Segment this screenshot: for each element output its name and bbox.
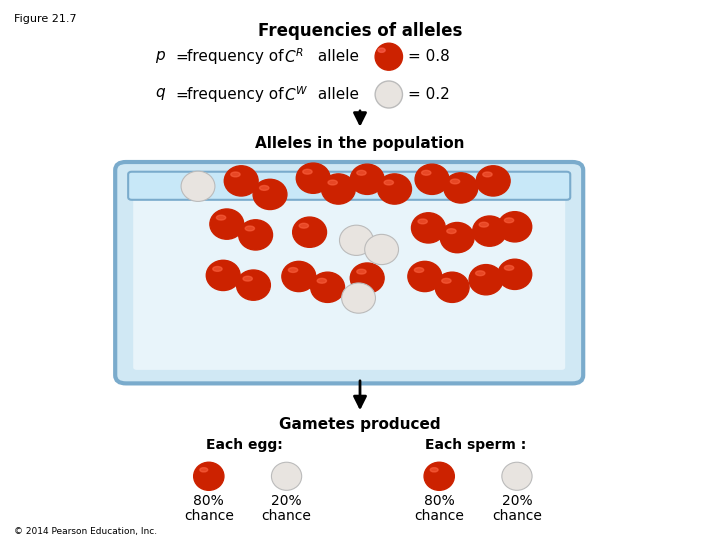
Ellipse shape <box>328 180 337 185</box>
Ellipse shape <box>502 462 532 490</box>
Ellipse shape <box>357 269 366 274</box>
Ellipse shape <box>282 261 316 292</box>
Ellipse shape <box>318 278 327 283</box>
Ellipse shape <box>504 265 513 270</box>
Text: Each egg:: Each egg: <box>207 438 283 453</box>
Ellipse shape <box>384 180 394 185</box>
Ellipse shape <box>340 225 373 255</box>
Ellipse shape <box>350 164 384 194</box>
Ellipse shape <box>350 263 384 293</box>
Ellipse shape <box>288 267 298 272</box>
Ellipse shape <box>260 185 269 190</box>
Ellipse shape <box>440 222 474 253</box>
Text: Each sperm :: Each sperm : <box>425 438 526 453</box>
Ellipse shape <box>483 172 492 177</box>
Ellipse shape <box>300 224 308 228</box>
Ellipse shape <box>245 226 255 231</box>
Ellipse shape <box>341 283 376 313</box>
Text: frequency of: frequency of <box>187 87 289 102</box>
Text: Alleles in the population: Alleles in the population <box>256 136 464 151</box>
Text: chance: chance <box>261 509 312 523</box>
Text: 80%: 80% <box>194 494 224 508</box>
Ellipse shape <box>451 179 460 184</box>
Text: Frequencies of alleles: Frequencies of alleles <box>258 22 462 39</box>
Ellipse shape <box>225 166 258 196</box>
Ellipse shape <box>446 228 456 233</box>
Ellipse shape <box>357 170 366 175</box>
Ellipse shape <box>302 169 312 174</box>
Ellipse shape <box>365 234 399 265</box>
FancyBboxPatch shape <box>128 172 570 200</box>
Ellipse shape <box>378 174 412 204</box>
Ellipse shape <box>321 174 356 204</box>
Ellipse shape <box>213 267 222 271</box>
Ellipse shape <box>181 171 215 201</box>
Ellipse shape <box>475 271 485 275</box>
Ellipse shape <box>415 164 449 194</box>
Text: frequency of: frequency of <box>187 49 289 64</box>
Text: allele: allele <box>313 87 359 102</box>
Ellipse shape <box>431 468 438 472</box>
FancyBboxPatch shape <box>115 162 583 383</box>
Text: Gametes produced: Gametes produced <box>279 417 441 432</box>
Ellipse shape <box>469 265 503 295</box>
Ellipse shape <box>243 276 252 281</box>
Ellipse shape <box>206 260 240 291</box>
Ellipse shape <box>444 173 478 203</box>
Ellipse shape <box>210 209 243 239</box>
Text: = 0.8: = 0.8 <box>408 49 449 64</box>
Ellipse shape <box>216 215 226 220</box>
Text: = 0.2: = 0.2 <box>408 87 449 102</box>
Text: © 2014 Pearson Education, Inc.: © 2014 Pearson Education, Inc. <box>14 526 158 536</box>
Ellipse shape <box>239 220 272 250</box>
Text: Figure 21.7: Figure 21.7 <box>14 14 77 24</box>
Text: $C^R$: $C^R$ <box>284 48 305 66</box>
Ellipse shape <box>435 272 469 302</box>
Ellipse shape <box>194 462 224 490</box>
Text: 20%: 20% <box>502 494 532 508</box>
Ellipse shape <box>199 468 208 472</box>
Ellipse shape <box>236 270 271 300</box>
Text: chance: chance <box>414 509 464 523</box>
Ellipse shape <box>292 217 327 247</box>
Text: chance: chance <box>184 509 234 523</box>
Text: allele: allele <box>313 49 359 64</box>
Text: $=$: $=$ <box>173 87 189 102</box>
FancyBboxPatch shape <box>133 189 565 370</box>
Ellipse shape <box>498 212 531 242</box>
Ellipse shape <box>253 179 287 210</box>
Ellipse shape <box>480 222 489 227</box>
Text: $p$: $p$ <box>155 49 166 65</box>
Ellipse shape <box>375 43 402 70</box>
Text: 80%: 80% <box>424 494 454 508</box>
Ellipse shape <box>378 48 385 52</box>
Ellipse shape <box>412 213 445 243</box>
Ellipse shape <box>271 462 302 490</box>
Ellipse shape <box>408 261 441 292</box>
Ellipse shape <box>473 216 507 246</box>
Ellipse shape <box>230 172 240 177</box>
Text: chance: chance <box>492 509 542 523</box>
Ellipse shape <box>441 278 451 283</box>
Ellipse shape <box>311 272 345 302</box>
Ellipse shape <box>418 219 428 224</box>
Text: $C^W$: $C^W$ <box>284 85 309 104</box>
Ellipse shape <box>498 259 531 289</box>
Ellipse shape <box>477 166 510 196</box>
Ellipse shape <box>504 218 513 222</box>
Text: $q$: $q$ <box>155 86 166 103</box>
Ellipse shape <box>421 170 431 175</box>
Text: 20%: 20% <box>271 494 302 508</box>
Ellipse shape <box>415 267 423 272</box>
Ellipse shape <box>297 163 330 193</box>
Text: $=$: $=$ <box>173 49 189 64</box>
Ellipse shape <box>424 462 454 490</box>
Ellipse shape <box>375 81 402 108</box>
